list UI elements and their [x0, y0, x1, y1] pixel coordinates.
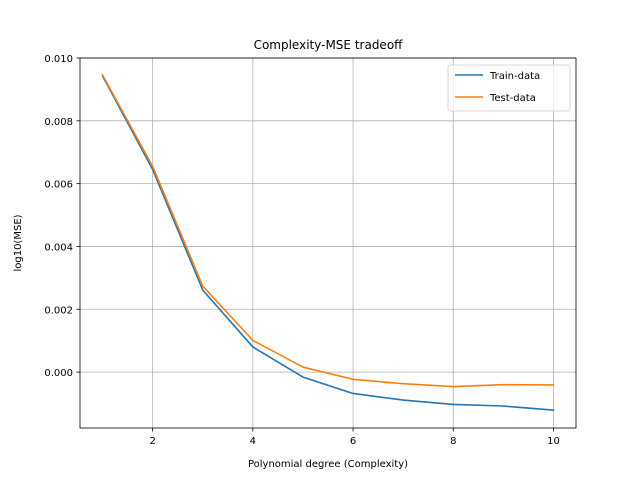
x-tick-label: 4 [250, 436, 256, 447]
legend: Train-data Test-data [447, 64, 571, 112]
x-tick-label: 8 [450, 436, 456, 447]
x-tick-label: 2 [149, 436, 155, 447]
series-line-train-data [101, 74, 555, 411]
x-tick-label: 10 [547, 436, 560, 447]
legend-label-train-data: Train-data [489, 71, 540, 82]
legend-label-test-data: Test-data [489, 93, 536, 104]
series-layer [101, 73, 555, 411]
plot-frame [79, 57, 577, 429]
ticks: 2 4 6 8 10 0.000 0.002 0.004 0.006 0.008 0.010 [44, 54, 559, 447]
y-tick-label: 0.006 [44, 180, 73, 191]
x-tick-label: 6 [350, 436, 356, 447]
series-line-test-data [101, 73, 555, 388]
y-tick-label: 0.008 [44, 117, 73, 128]
chart-title: Complexity-MSE tradeoff [254, 38, 404, 52]
y-axis-label: log10(MSE) [13, 214, 24, 271]
y-tick-label: 0.004 [44, 242, 73, 253]
legend-frame [447, 64, 571, 112]
y-tick-label: 0.010 [44, 54, 73, 65]
y-tick-label: 0.000 [44, 368, 73, 379]
y-tick-label: 0.002 [44, 305, 73, 316]
x-axis-label: Polynomial degree (Complexity) [248, 459, 408, 470]
